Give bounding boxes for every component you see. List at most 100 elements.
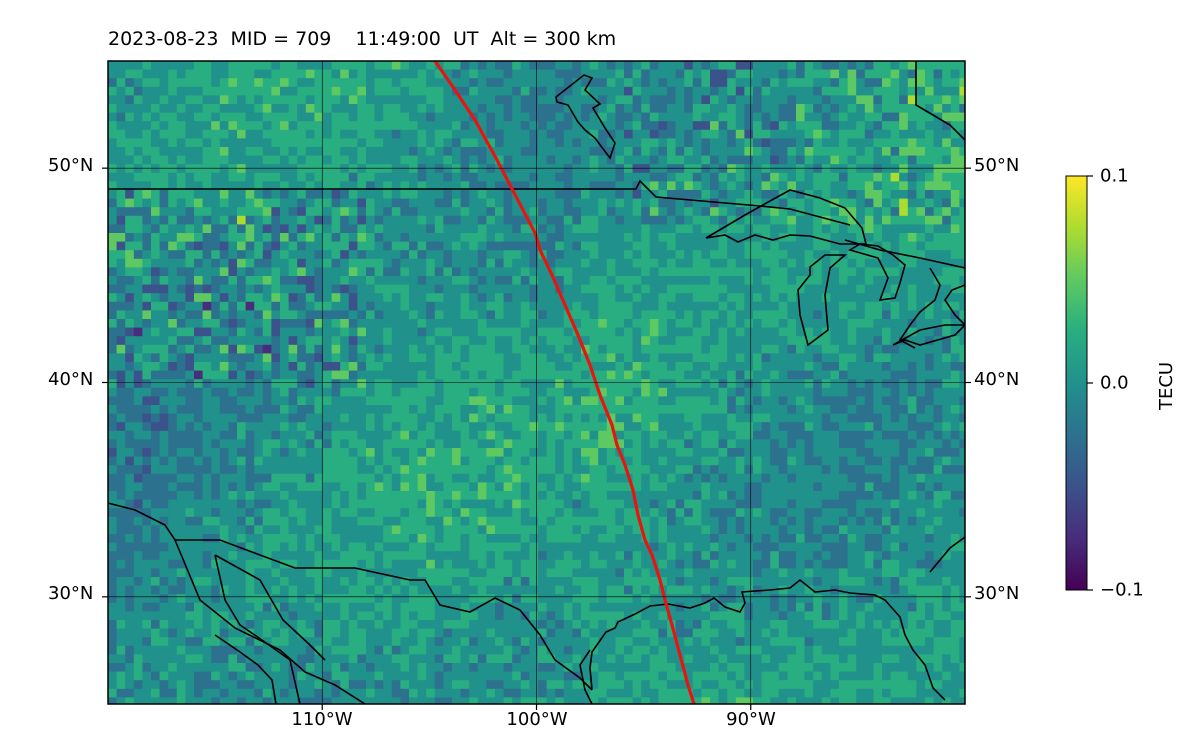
tec-cell bbox=[555, 327, 565, 337]
tec-cell bbox=[744, 310, 754, 320]
tec-cell bbox=[245, 198, 255, 208]
tec-cell bbox=[503, 104, 513, 113]
tec-cell bbox=[916, 448, 926, 457]
tec-cell bbox=[864, 413, 874, 423]
tec-cell bbox=[400, 69, 410, 79]
tec-cell bbox=[314, 439, 324, 449]
tec-cell bbox=[219, 473, 229, 483]
tec-cell bbox=[477, 413, 487, 423]
tec-cell bbox=[882, 104, 891, 113]
tec-cell bbox=[933, 78, 943, 88]
tec-cell bbox=[907, 250, 917, 260]
tec-cell bbox=[288, 250, 298, 260]
tec-cell bbox=[357, 396, 367, 406]
tec-cell bbox=[882, 327, 891, 337]
tec-cell bbox=[400, 233, 410, 242]
tec-cell bbox=[692, 155, 702, 165]
tec-cell bbox=[426, 112, 436, 122]
tec-cell bbox=[770, 224, 780, 234]
tec-cell bbox=[856, 344, 866, 354]
tec-cell bbox=[555, 473, 565, 483]
tec-cell bbox=[598, 104, 608, 113]
tec-cell bbox=[443, 473, 453, 483]
tec-cell bbox=[331, 95, 341, 105]
tec-cell bbox=[555, 267, 565, 277]
tec-cell bbox=[735, 129, 745, 139]
tec-cell bbox=[486, 293, 496, 303]
tec-cell bbox=[142, 112, 152, 122]
tec-cell bbox=[581, 284, 590, 294]
tec-cell bbox=[529, 138, 539, 148]
tec-cell bbox=[297, 172, 307, 182]
tec-cell bbox=[280, 121, 289, 131]
tec-cell bbox=[271, 172, 281, 182]
tec-cell bbox=[477, 456, 487, 466]
tec-cell bbox=[778, 379, 788, 389]
tec-cell bbox=[288, 301, 298, 311]
tec-cell bbox=[202, 293, 212, 303]
tec-cell bbox=[271, 95, 281, 105]
tec-cell bbox=[202, 362, 212, 371]
tec-cell bbox=[718, 104, 728, 113]
tec-cell bbox=[641, 422, 651, 432]
tec-cell bbox=[959, 207, 965, 217]
tec-cell bbox=[796, 198, 805, 208]
tec-cell bbox=[796, 147, 805, 156]
tec-cell bbox=[555, 138, 565, 148]
tec-cell bbox=[503, 112, 513, 122]
tec-cell bbox=[348, 95, 358, 105]
tec-cell bbox=[168, 439, 178, 449]
tec-cell bbox=[237, 465, 246, 475]
tec-cell bbox=[400, 448, 410, 457]
tec-cell bbox=[916, 439, 926, 449]
tec-cell bbox=[761, 172, 771, 182]
tec-cell bbox=[211, 362, 221, 371]
tec-cell bbox=[761, 362, 771, 371]
tec-cell bbox=[254, 422, 264, 432]
tec-cell bbox=[847, 482, 857, 492]
tec-cell bbox=[873, 413, 883, 423]
tec-cell bbox=[211, 61, 221, 70]
tec-cell bbox=[495, 473, 504, 483]
tec-cell bbox=[374, 473, 384, 483]
tec-cell bbox=[400, 147, 410, 156]
tec-cell bbox=[890, 78, 900, 88]
tec-cell bbox=[409, 69, 418, 79]
tec-cell bbox=[495, 250, 504, 260]
tec-cell bbox=[142, 181, 152, 191]
tec-cell bbox=[830, 267, 840, 277]
tec-cell bbox=[503, 267, 513, 277]
tec-cell bbox=[761, 370, 771, 380]
tec-cell bbox=[185, 241, 195, 251]
tec-cell bbox=[108, 233, 117, 242]
tec-cell bbox=[830, 319, 840, 328]
tec-cell bbox=[219, 439, 229, 449]
tec-cell bbox=[581, 215, 590, 225]
tec-cell bbox=[116, 430, 126, 440]
tec-cell bbox=[348, 233, 358, 242]
tec-cell bbox=[323, 250, 332, 260]
tec-cell bbox=[237, 198, 246, 208]
tec-cell bbox=[142, 233, 152, 242]
tec-cell bbox=[443, 215, 453, 225]
tec-cell bbox=[168, 181, 178, 191]
tec-cell bbox=[615, 198, 625, 208]
tec-cell bbox=[847, 172, 857, 182]
tec-cell bbox=[503, 78, 513, 88]
tec-cell bbox=[331, 465, 341, 475]
tec-cell bbox=[297, 95, 307, 105]
tec-cell bbox=[305, 258, 315, 268]
tec-cell bbox=[753, 250, 762, 260]
tec-cell bbox=[727, 104, 737, 113]
tec-cell bbox=[529, 198, 539, 208]
tec-cell bbox=[907, 327, 917, 337]
tec-cell bbox=[933, 207, 943, 217]
tec-cell bbox=[839, 327, 848, 337]
tec-cell bbox=[108, 61, 117, 70]
tec-cell bbox=[675, 78, 685, 88]
tec-cell bbox=[280, 473, 289, 483]
tec-cell bbox=[882, 465, 891, 475]
tec-cell bbox=[305, 448, 315, 457]
tec-cell bbox=[546, 301, 556, 311]
tec-cell bbox=[753, 319, 762, 328]
